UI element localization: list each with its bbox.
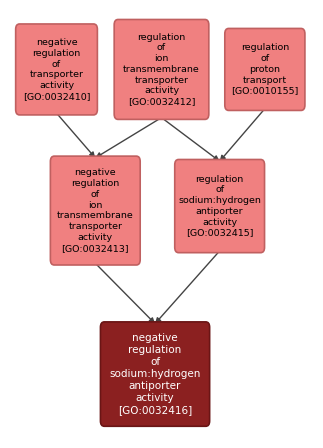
FancyBboxPatch shape xyxy=(225,29,305,110)
FancyBboxPatch shape xyxy=(16,24,98,115)
FancyBboxPatch shape xyxy=(114,20,209,120)
FancyBboxPatch shape xyxy=(175,159,265,253)
Text: regulation
of
ion
transmembrane
transporter
activity
[GO:0032412]: regulation of ion transmembrane transpor… xyxy=(123,33,200,106)
Text: negative
regulation
of
sodium:hydrogen
antiporter
activity
[GO:0032416]: negative regulation of sodium:hydrogen a… xyxy=(109,333,201,415)
FancyBboxPatch shape xyxy=(50,156,140,265)
Text: regulation
of
sodium:hydrogen
antiporter
activity
[GO:0032415]: regulation of sodium:hydrogen antiporter… xyxy=(178,175,261,237)
FancyBboxPatch shape xyxy=(100,322,210,426)
Text: regulation
of
proton
transport
[GO:0010155]: regulation of proton transport [GO:00101… xyxy=(231,43,298,95)
Text: negative
regulation
of
ion
transmembrane
transporter
activity
[GO:0032413]: negative regulation of ion transmembrane… xyxy=(57,168,134,253)
Text: negative
regulation
of
transporter
activity
[GO:0032410]: negative regulation of transporter activ… xyxy=(23,38,90,101)
